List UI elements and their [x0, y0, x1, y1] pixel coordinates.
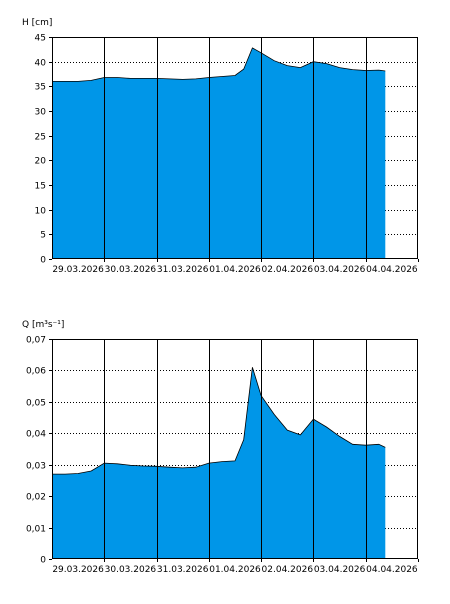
y-tick-label: 40: [35, 59, 47, 69]
y-tick-label: 0,01: [26, 525, 46, 535]
x-tick-label: 29.03.2026: [52, 565, 104, 575]
x-tick-label: 30.03.2026: [105, 265, 157, 275]
x-tick-label: 01.04.2026: [209, 565, 261, 575]
y-tick-label: 15: [35, 182, 46, 192]
series-line: [52, 367, 386, 475]
y-tick-label: 20: [35, 157, 47, 167]
y-tick-label: 10: [35, 207, 47, 217]
y-tick-label: 45: [35, 34, 46, 44]
x-tick-label: 31.03.2026: [157, 565, 209, 575]
series-line: [52, 47, 386, 82]
y-tick-label: 0,03: [26, 462, 46, 472]
y-tick-label: 0,06: [26, 367, 46, 377]
x-tick-label: 03.04.2026: [314, 565, 366, 575]
y-tick-label: 0,04: [26, 430, 46, 440]
x-tick-label: 29.03.2026: [52, 265, 104, 275]
y-axis-label: H [cm]: [22, 18, 52, 28]
x-tick-label: 04.04.2026: [366, 565, 418, 575]
x-tick-label: 02.04.2026: [262, 565, 314, 575]
y-axis-label: Q [m³s⁻¹]: [22, 320, 64, 330]
area-fill: [52, 47, 386, 260]
x-tick-label: 31.03.2026: [157, 265, 209, 275]
x-tick-label: 01.04.2026: [209, 265, 261, 275]
plot-frame: [52, 339, 418, 559]
x-tick-label: 30.03.2026: [105, 565, 157, 575]
y-tick-label: 35: [35, 83, 46, 93]
x-tick-label: 04.04.2026: [366, 265, 418, 275]
y-tick-label: 5: [40, 231, 46, 241]
y-tick-label: 0: [40, 556, 46, 566]
x-tick-label: 03.04.2026: [314, 265, 366, 275]
area-fill: [52, 367, 386, 559]
y-tick-label: 25: [35, 133, 46, 143]
y-tick-label: 0,05: [26, 399, 46, 409]
x-tick-label: 02.04.2026: [262, 265, 314, 275]
y-tick-label: 0: [40, 256, 46, 266]
y-tick-label: 0,02: [26, 493, 46, 503]
y-tick-label: 0,07: [26, 336, 46, 346]
plot-frame: [52, 37, 418, 259]
y-tick-label: 30: [35, 108, 47, 118]
